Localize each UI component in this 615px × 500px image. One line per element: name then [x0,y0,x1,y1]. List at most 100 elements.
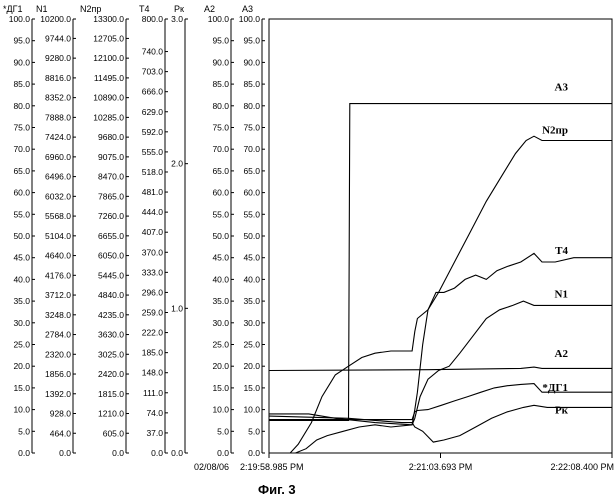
axis-0-tick-label: 10.0 [13,405,30,415]
axis-0-tick-label: 70.0 [13,144,30,154]
axis-3-tick-label: 629.0 [142,107,164,117]
axis-0-tick-label: 15.0 [13,383,30,393]
axis-3-tick-label: 481.0 [142,187,164,197]
axis-6-tick-label: 40.0 [243,274,260,284]
axis-2-tick-label: 11495.0 [94,73,124,83]
axis-1-tick-label: 6496.0 [45,172,71,182]
time-tick-label: 2:21:03.693 PM [409,462,473,472]
series-label-4: A2 [555,348,569,360]
axis-6-tick-label: 10.0 [243,405,260,415]
axis-5-tick-label: 40.0 [212,274,229,284]
axis-1-tick-label: 4176.0 [45,270,71,280]
axis-6-tick-label: 60.0 [243,188,260,198]
axis-0-tick-label: 35.0 [13,296,30,306]
axis-0-tick-label: 100.0 [9,14,31,24]
axis-1-tick-label: 4640.0 [45,251,71,261]
axis-5-tick-label: 45.0 [212,253,229,263]
axis-5-tick-label: 55.0 [212,209,229,219]
axis-3-tick-label: 259.0 [142,307,164,317]
axis-4-tick-label: 0.0 [171,448,183,458]
axis-6-tick-label: 30.0 [243,318,260,328]
axis-2-tick-label: 605.0 [103,428,125,438]
axis-3-tick-label: 703.0 [142,67,164,77]
axis-0-tick-label: 90.0 [13,57,30,67]
axis-1-title: N1 [36,4,48,14]
axis-2-tick-label: 12100.0 [93,53,124,63]
axis-2-tick-label: 9075.0 [98,152,124,162]
axis-4-tick-label: 3.0 [171,14,183,24]
axis-1-tick-label: 928.0 [50,409,72,419]
axis-5-tick-label: 75.0 [212,123,229,133]
axis-6-tick-label: 45.0 [243,253,260,263]
axis-1-tick-label: 0.0 [59,448,71,458]
axis-5-tick-label: 80.0 [212,101,229,111]
series-layer [269,104,612,453]
axis-1-tick-label: 2320.0 [45,349,71,359]
series-label-5: *ДГ1 [542,382,568,394]
axis-6-tick-label: 5.0 [248,426,260,436]
axis-6-tick-label: 25.0 [243,340,260,350]
axis-5-tick-label: 25.0 [212,340,229,350]
axes-layer: *ДГ10.05.010.015.020.025.030.035.040.045… [3,4,265,458]
axis-6-tick-label: 65.0 [243,166,260,176]
axis-0-tick-label: 75.0 [13,123,30,133]
axis-5-tick-label: 10.0 [212,405,229,415]
axis-6-tick-label: 95.0 [243,36,260,46]
axis-4-tick-label: 2.0 [171,159,183,169]
axis-4-tick-label: 1.0 [171,303,183,313]
axis-3-tick-label: 0.0 [151,448,163,458]
axis-2-tick-label: 4840.0 [98,290,124,300]
axis-3-tick-label: 740.0 [142,47,164,57]
axis-6-tick-label: 75.0 [243,123,260,133]
axis-2-tick-label: 9680.0 [98,132,124,142]
axis-5-tick-label: 0.0 [217,448,229,458]
axis-2-tick-label: 5445.0 [98,270,124,280]
series-label-1: N2пр [542,125,568,137]
axis-1-tick-label: 8816.0 [45,73,71,83]
axis-3-tick-label: 111.0 [143,388,163,398]
axis-2-tick-label: 10890.0 [93,93,124,103]
axis-2-tick-label: 6050.0 [98,251,124,261]
axis-3-tick-label: 800.0 [142,14,164,24]
axis-6-tick-label: 90.0 [243,57,260,67]
axis-6-tick-label: 70.0 [243,144,260,154]
axis-3-tick-label: 222.0 [142,328,164,338]
axis-1-tick-label: 2784.0 [45,330,71,340]
axis-0-tick-label: 50.0 [13,231,30,241]
axis-5-tick-label: 65.0 [212,166,229,176]
axis-3-tick-label: 74.0 [146,408,163,418]
axis-5-tick-label: 30.0 [212,318,229,328]
time-tick-label: 2:19:58.985 PM [240,462,304,472]
axis-6-tick-label: 20.0 [243,361,260,371]
axis-4-title: Рк [174,4,184,14]
axis-5-tick-label: 15.0 [212,383,229,393]
axis-2-tick-label: 6655.0 [98,231,124,241]
axis-0-tick-label: 25.0 [13,340,30,350]
date-label: 02/08/06 [194,462,229,472]
axis-2-tick-label: 4235.0 [98,310,124,320]
axis-5-tick-label: 95.0 [212,36,229,46]
axis-1-tick-label: 6960.0 [45,152,71,162]
series-label-0: A3 [555,81,569,93]
axis-2-title: N2пр [80,4,101,14]
axis-6-tick-label: 55.0 [243,209,260,219]
axis-0-tick-label: 85.0 [13,79,30,89]
axis-2-tick-label: 7260.0 [98,211,124,221]
series-label-6: Рк [555,405,569,417]
axis-1-tick-label: 7424.0 [45,132,71,142]
axis-3-tick-label: 37.0 [146,428,163,438]
series-line-4 [269,367,612,370]
axis-1-tick-label: 9280.0 [45,53,71,63]
axis-1-tick-label: 9744.0 [45,33,71,43]
axis-3-tick-label: 296.0 [142,287,164,297]
axis-1-tick-label: 1392.0 [45,389,71,399]
axis-2-tick-label: 8470.0 [98,172,124,182]
axis-1-tick-label: 10200.0 [40,14,71,24]
axis-5-tick-label: 35.0 [212,296,229,306]
axis-1-tick-label: 3248.0 [45,310,71,320]
axis-1-tick-label: 3712.0 [45,290,71,300]
axis-3-tick-label: 407.0 [142,227,164,237]
axis-5-tick-label: 85.0 [212,79,229,89]
axis-3-tick-label: 518.0 [142,167,164,177]
axis-6-tick-label: 50.0 [243,231,260,241]
